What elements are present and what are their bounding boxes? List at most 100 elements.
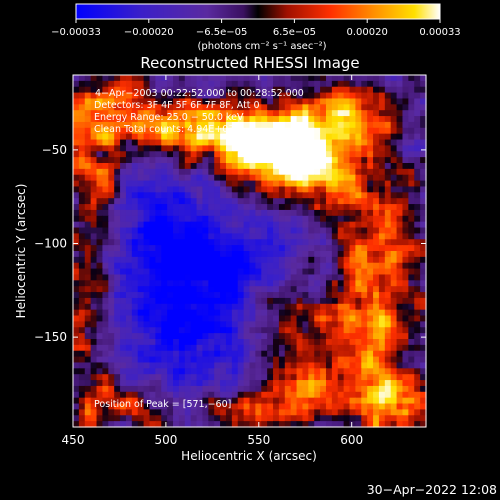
heatmap-cell	[225, 233, 233, 240]
heatmap-cell	[296, 321, 304, 328]
heatmap-cell	[178, 116, 186, 123]
heatmap-cell	[373, 180, 380, 188]
heatmap-cell	[131, 157, 139, 164]
heatmap-cell	[84, 209, 92, 217]
heatmap-cell	[402, 168, 409, 176]
heatmap-cell	[284, 157, 292, 164]
heatmap-cell	[390, 127, 398, 135]
heatmap-cell	[278, 133, 286, 141]
heatmap-cell	[73, 110, 80, 117]
heatmap-cell	[173, 262, 180, 270]
heatmap-cell	[143, 350, 151, 358]
heatmap-cell	[108, 80, 115, 88]
heatmap-cell	[261, 256, 268, 264]
heatmap-cell	[320, 321, 327, 328]
heatmap-cell	[131, 145, 139, 152]
heatmap-cell	[243, 339, 251, 346]
heatmap-cell	[343, 333, 351, 340]
heatmap-cell	[378, 380, 386, 387]
heatmap-cell	[296, 391, 304, 399]
heatmap-cell	[214, 245, 221, 252]
heatmap-cell	[384, 350, 392, 358]
heatmap-cell	[149, 339, 156, 346]
heatmap-cell	[114, 245, 121, 252]
heatmap-cell	[102, 186, 109, 193]
heatmap-cell	[96, 403, 104, 410]
heatmap-cell	[167, 356, 174, 364]
heatmap-cell	[349, 327, 356, 334]
heatmap-cell	[102, 98, 109, 105]
heatmap-cell	[331, 251, 339, 258]
heatmap-cell	[178, 309, 186, 317]
heatmap-cell	[214, 133, 221, 141]
heatmap-cell	[373, 233, 380, 240]
heatmap-cell	[384, 274, 392, 281]
heatmap-cell	[384, 204, 392, 211]
heatmap-cell	[249, 409, 256, 416]
heatmap-cell	[149, 368, 156, 375]
heatmap-cell	[331, 368, 339, 375]
heatmap-cell	[102, 192, 109, 199]
heatmap-cell	[308, 80, 315, 88]
heatmap-cell	[78, 98, 86, 105]
heatmap-cell	[190, 86, 198, 94]
heatmap-cell	[120, 374, 127, 381]
heatmap-cell	[220, 186, 227, 193]
heatmap-cell	[90, 110, 98, 117]
heatmap-cell	[296, 374, 304, 381]
heatmap-cell	[390, 215, 398, 223]
heatmap-cell	[96, 356, 104, 364]
heatmap-cell	[155, 350, 162, 358]
heatmap-cell	[402, 198, 409, 205]
heatmap-cell	[155, 421, 162, 428]
heatmap-cell	[378, 362, 386, 369]
heatmap-cell	[378, 86, 386, 94]
heatmap-cell	[143, 262, 151, 270]
heatmap-cell	[414, 391, 421, 399]
heatmap-cell	[137, 233, 145, 240]
heatmap-cell	[84, 151, 92, 158]
heatmap-cell	[367, 204, 374, 211]
heatmap-cell	[302, 251, 309, 258]
heatmap-cell	[355, 251, 362, 258]
heatmap-cell	[102, 368, 109, 375]
heatmap-cell	[231, 339, 239, 346]
heatmap-cell	[114, 239, 121, 246]
heatmap-cell	[214, 110, 221, 117]
heatmap-cell	[84, 397, 92, 405]
heatmap-cell	[178, 327, 186, 334]
heatmap-cell	[225, 274, 233, 281]
heatmap-cell	[96, 86, 104, 94]
heatmap-cell	[249, 415, 256, 422]
heatmap-cell	[349, 374, 356, 381]
heatmap-cell	[120, 215, 127, 223]
heatmap-cell	[378, 204, 386, 211]
heatmap-cell	[120, 409, 127, 416]
heatmap-cell	[137, 204, 145, 211]
heatmap-cell	[320, 297, 327, 305]
heatmap-cell	[225, 110, 233, 117]
heatmap-cell	[261, 251, 268, 258]
heatmap-cell	[408, 198, 415, 205]
heatmap-cell	[143, 75, 151, 82]
heatmap-cell	[173, 315, 180, 322]
heatmap-cell	[349, 380, 356, 387]
heatmap-cell	[261, 309, 268, 317]
heatmap-cell	[361, 256, 368, 264]
heatmap-cell	[278, 204, 286, 211]
heatmap-cell	[137, 127, 145, 135]
heatmap-cell	[355, 297, 362, 305]
heatmap-cell	[202, 251, 209, 258]
heatmap-cell	[343, 239, 351, 246]
heatmap-cell	[155, 80, 162, 88]
heatmap-cell	[208, 163, 215, 170]
heatmap-cell	[278, 198, 286, 205]
heatmap-cell	[361, 421, 368, 428]
heatmap-cell	[249, 297, 256, 305]
heatmap-cell	[196, 168, 204, 176]
heatmap-cell	[337, 215, 345, 223]
heatmap-cell	[96, 180, 104, 188]
heatmap-cell	[225, 239, 233, 246]
heatmap-cell	[90, 127, 98, 135]
heatmap-cell	[243, 280, 251, 287]
